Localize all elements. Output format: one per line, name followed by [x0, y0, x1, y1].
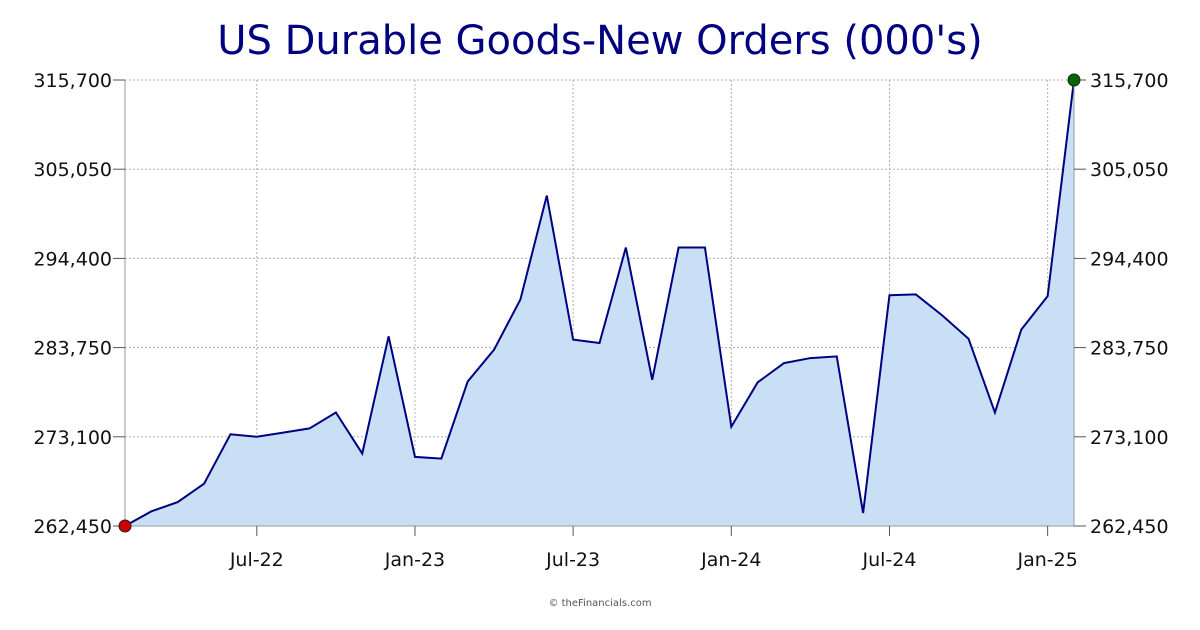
x-axis: Jul-22 Jan-23 Jul-23 Jan-24 Jul-24 Jan-25 [229, 526, 1078, 571]
credit-text: © theFinancials.com [548, 598, 652, 609]
x-tick-label: Jul-24 [861, 549, 916, 571]
y-axis-right: 262,450 273,100 283,750 294,400 305,050 315,7… [1074, 70, 1169, 538]
y-tick-label-right: 283,750 [1090, 338, 1169, 360]
end-point-marker [1067, 73, 1081, 87]
y-axis-left: 262,450 273,100 283,750 294,400 305,050 315,7… [33, 70, 125, 538]
x-tick-label: Jul-23 [545, 549, 600, 571]
y-tick-label-left: 273,100 [33, 427, 112, 449]
start-point-marker [118, 519, 132, 533]
x-tick-label: Jul-22 [229, 549, 284, 571]
y-tick-label-right: 315,700 [1090, 70, 1169, 92]
y-tick-label-left: 294,400 [33, 248, 112, 270]
x-tick-label: Jan-24 [700, 549, 761, 571]
chart-title: US Durable Goods-New Orders (000's) [217, 18, 983, 64]
axes [124, 80, 1075, 527]
area-fill [125, 80, 1074, 526]
x-tick-label: Jan-25 [1016, 549, 1077, 571]
y-tick-label-right: 305,050 [1090, 159, 1169, 181]
y-tick-label-right: 294,400 [1090, 248, 1169, 270]
y-tick-label-left: 262,450 [33, 516, 112, 538]
y-tick-label-left: 305,050 [33, 159, 112, 181]
markers [118, 73, 1081, 533]
x-tick-label: Jan-23 [384, 549, 445, 571]
y-tick-label-right: 262,450 [1090, 516, 1169, 538]
series-line [124, 79, 1075, 527]
y-tick-label-left: 315,700 [33, 70, 112, 92]
y-tick-label-right: 273,100 [1090, 427, 1169, 449]
y-tick-label-left: 283,750 [33, 338, 112, 360]
